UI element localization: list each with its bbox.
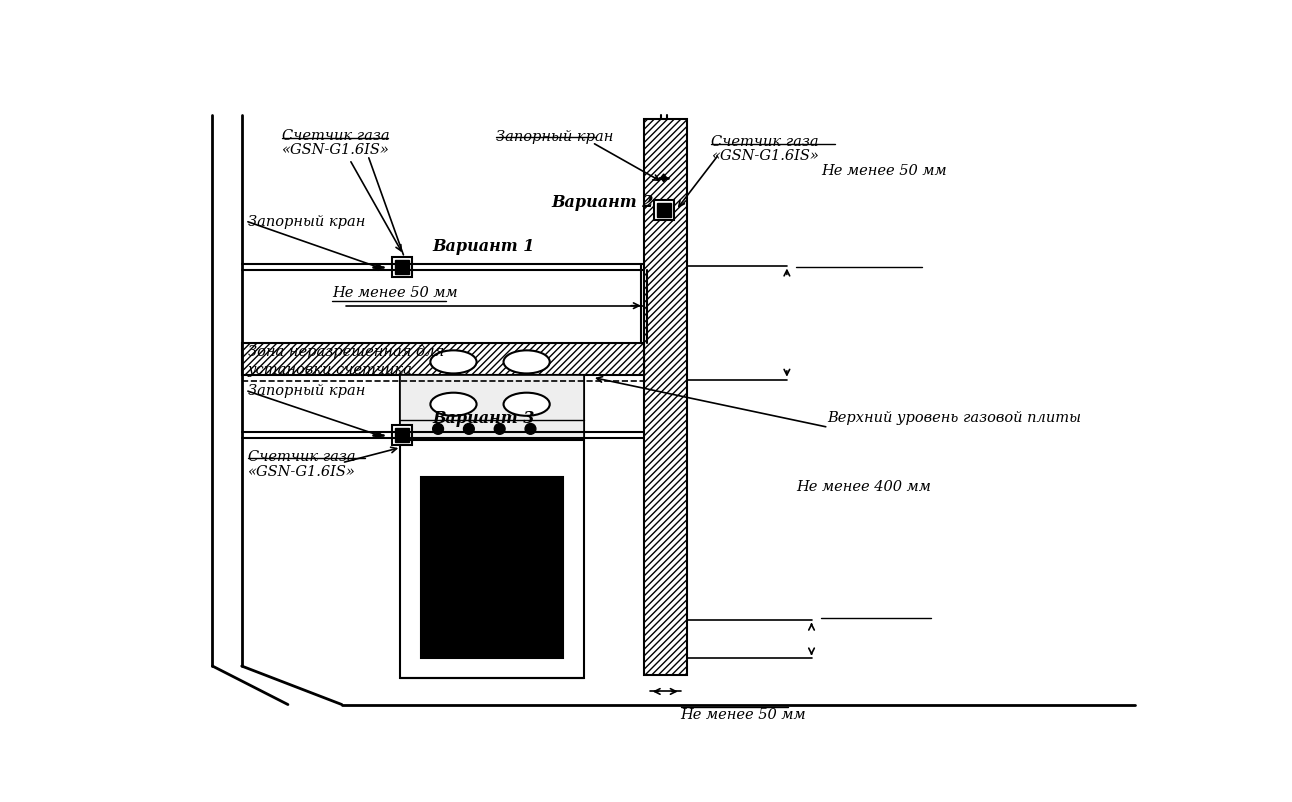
Ellipse shape <box>504 350 549 374</box>
Text: Вариант 3: Вариант 3 <box>433 410 535 427</box>
Bar <box>643 119 687 675</box>
Bar <box>399 375 584 678</box>
Bar <box>391 425 412 445</box>
Bar <box>395 261 408 274</box>
Text: Не менее 50 мм: Не менее 50 мм <box>820 164 947 178</box>
Text: Не менее 400 мм: Не менее 400 мм <box>796 480 932 494</box>
Bar <box>656 203 671 217</box>
Text: Верхний уровень газовой плиты: Верхний уровень газовой плиты <box>827 411 1081 425</box>
Bar <box>654 200 673 221</box>
Ellipse shape <box>504 393 549 415</box>
Circle shape <box>433 423 443 434</box>
Circle shape <box>525 423 536 434</box>
Bar <box>395 428 408 442</box>
Text: «GSN-G1.6IS»: «GSN-G1.6IS» <box>712 149 819 164</box>
Bar <box>399 375 584 440</box>
Text: «GSN-G1.6IS»: «GSN-G1.6IS» <box>282 143 390 157</box>
Ellipse shape <box>430 393 477 415</box>
Circle shape <box>495 423 505 434</box>
Text: «GSN-G1.6IS»: «GSN-G1.6IS» <box>248 465 355 479</box>
Text: установки счетчика: установки счетчика <box>248 363 412 377</box>
Polygon shape <box>375 264 382 270</box>
Ellipse shape <box>430 350 477 374</box>
Text: Запорный кран: Запорный кран <box>248 384 366 398</box>
Text: Счетчик газа: Счетчик газа <box>282 129 389 144</box>
Text: Запорный кран: Запорный кран <box>496 130 614 144</box>
Text: Зона неразрешенная для: Зона неразрешенная для <box>248 345 444 358</box>
Text: Счетчик газа: Счетчик газа <box>248 450 355 464</box>
Bar <box>391 257 412 277</box>
Circle shape <box>464 423 474 434</box>
Text: Вариант 2: Вариант 2 <box>552 194 654 211</box>
Polygon shape <box>660 174 667 182</box>
Text: Счетчик газа: Счетчик газа <box>712 136 819 149</box>
Text: Не менее 50 мм: Не менее 50 мм <box>332 286 457 299</box>
Text: Запорный кран: Запорный кран <box>248 215 366 229</box>
Bar <box>421 477 563 658</box>
Polygon shape <box>375 432 382 438</box>
Bar <box>242 342 643 375</box>
Text: Не менее 50 мм: Не менее 50 мм <box>681 708 806 723</box>
Text: Вариант 1: Вариант 1 <box>433 238 535 255</box>
